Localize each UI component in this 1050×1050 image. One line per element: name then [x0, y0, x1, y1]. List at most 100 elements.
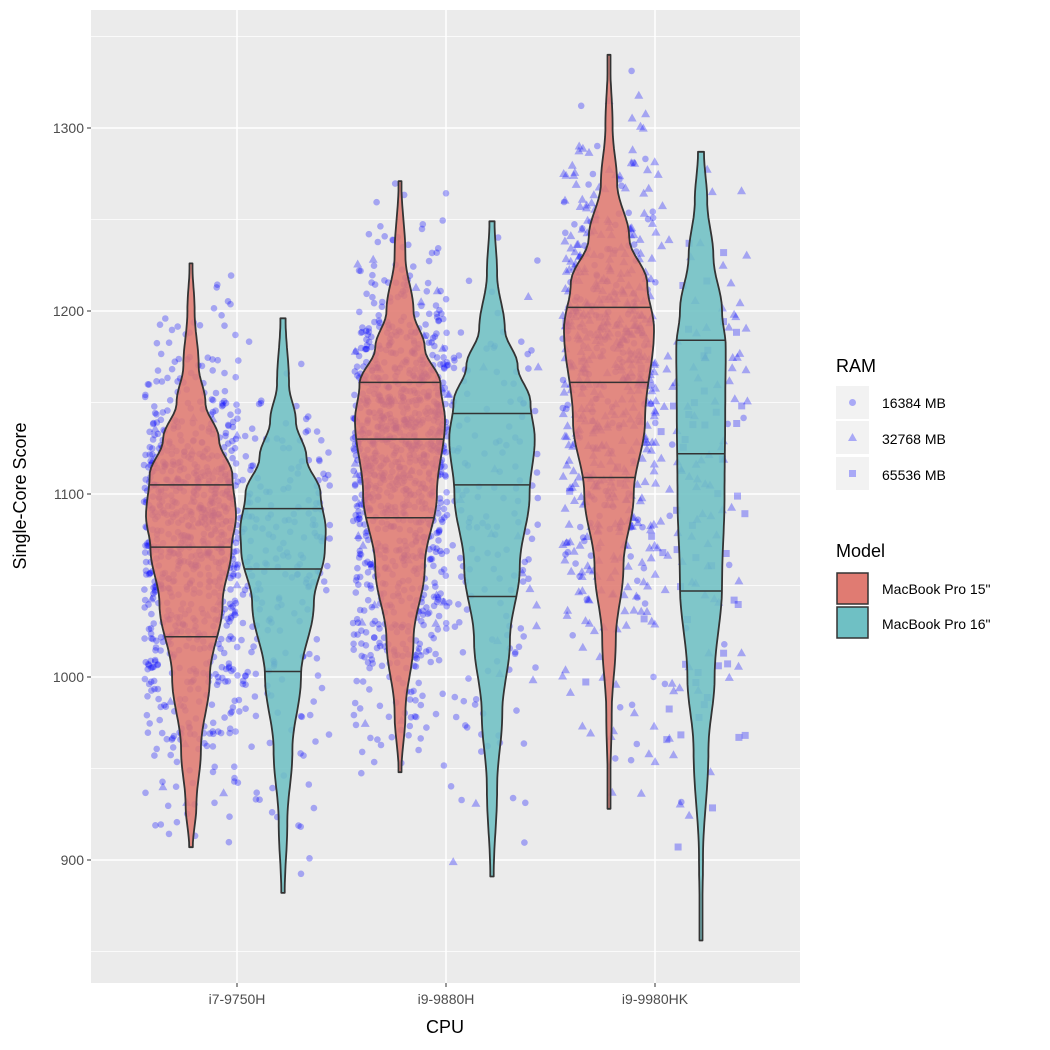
data-point-circle — [661, 680, 669, 688]
data-point-triangle — [646, 445, 656, 454]
data-point-circle — [364, 331, 372, 338]
data-point-triangle — [147, 594, 156, 603]
data-point-triangle — [560, 236, 570, 245]
data-point-circle — [230, 565, 238, 572]
data-point-circle — [223, 622, 230, 629]
data-point-triangle — [631, 591, 641, 600]
data-point-circle — [350, 631, 358, 638]
data-point-triangle — [566, 566, 576, 575]
data-point-circle — [463, 724, 471, 731]
data-point-triangle — [533, 362, 543, 371]
data-point-circle — [226, 600, 234, 608]
data-point-triangle — [621, 620, 631, 629]
data-point-circle — [374, 238, 382, 246]
data-point-triangle — [577, 194, 587, 203]
data-point-circle — [465, 675, 472, 682]
data-point-circle — [440, 364, 448, 371]
data-point-triangle — [728, 353, 738, 361]
data-point-circle — [148, 635, 155, 642]
data-point-triangle — [444, 389, 454, 398]
data-point-circle — [144, 693, 151, 700]
data-point-triangle — [413, 646, 423, 655]
data-point-circle — [652, 279, 659, 286]
data-point-triangle — [627, 113, 637, 122]
data-point-circle — [315, 456, 323, 463]
data-point-circle — [625, 209, 632, 217]
data-point-circle — [436, 306, 443, 314]
data-point-circle — [424, 610, 432, 618]
data-point-circle — [648, 382, 655, 389]
data-point-circle — [367, 651, 374, 659]
data-point-circle — [440, 505, 448, 513]
data-point-circle — [151, 409, 159, 417]
data-point-circle — [417, 735, 425, 742]
data-point-circle — [150, 677, 158, 685]
data-point-circle — [226, 729, 233, 737]
data-point-circle — [157, 703, 164, 711]
data-point-circle — [297, 712, 305, 720]
data-point-circle — [150, 590, 157, 597]
data-point-circle — [412, 652, 419, 659]
data-point-circle — [432, 710, 440, 718]
legend-triangle-icon — [848, 433, 857, 441]
data-point-circle — [471, 701, 479, 708]
violin-i9-9980HK-16 — [675, 150, 727, 942]
data-point-triangle — [662, 364, 672, 373]
data-point-circle — [428, 249, 436, 257]
data-point-circle — [239, 680, 247, 688]
data-point-triangle — [586, 728, 596, 737]
data-point-square — [674, 843, 682, 851]
data-point-circle — [378, 662, 386, 670]
data-point-triangle — [560, 431, 570, 440]
data-point-circle — [230, 548, 238, 556]
violin-i7-9750H-16 — [239, 317, 327, 894]
data-point-triangle — [646, 274, 656, 283]
data-point-circle — [559, 376, 567, 384]
data-point-circle — [152, 647, 159, 654]
data-point-circle — [204, 354, 212, 362]
data-point-circle — [153, 637, 160, 645]
data-point-circle — [170, 732, 178, 740]
data-point-circle — [640, 564, 648, 572]
data-point-circle — [455, 601, 462, 608]
data-point-circle — [415, 746, 422, 754]
data-point-circle — [226, 618, 233, 625]
data-point-circle — [405, 732, 412, 739]
data-point-circle — [268, 809, 276, 816]
data-point-circle — [147, 630, 155, 637]
data-point-circle — [370, 634, 378, 641]
legend-square-icon — [849, 470, 856, 477]
data-point-circle — [376, 319, 384, 327]
data-point-circle — [242, 672, 249, 679]
data-point-circle — [581, 537, 588, 545]
data-point-circle — [150, 419, 157, 427]
data-point-circle — [363, 342, 371, 349]
data-point-circle — [509, 794, 517, 802]
data-point-triangle — [727, 502, 737, 511]
data-point-triangle — [633, 518, 643, 527]
data-point-circle — [628, 701, 636, 709]
data-point-circle — [142, 542, 149, 549]
data-point-triangle — [632, 479, 642, 488]
data-point-circle — [434, 626, 442, 633]
data-point-triangle — [564, 440, 574, 449]
data-point-circle — [324, 471, 332, 479]
data-point-circle — [249, 462, 257, 469]
data-point-circle — [150, 663, 157, 671]
legend-model: Model MacBook Pro 15" MacBook Pro 16" — [836, 541, 990, 639]
data-point-circle — [147, 678, 155, 686]
data-point-circle — [353, 574, 361, 581]
data-point-circle — [367, 734, 374, 742]
data-point-circle — [247, 466, 254, 474]
data-point-circle — [236, 708, 243, 715]
data-point-circle — [354, 564, 361, 572]
data-point-triangle — [574, 141, 584, 150]
data-point-circle — [306, 650, 313, 658]
data-point-circle — [212, 670, 219, 678]
data-point-circle — [298, 713, 306, 721]
data-point-circle — [443, 329, 450, 337]
data-point-square — [665, 705, 673, 713]
data-point-circle — [440, 360, 447, 368]
data-point-triangle — [639, 577, 649, 586]
data-point-circle — [354, 619, 362, 626]
